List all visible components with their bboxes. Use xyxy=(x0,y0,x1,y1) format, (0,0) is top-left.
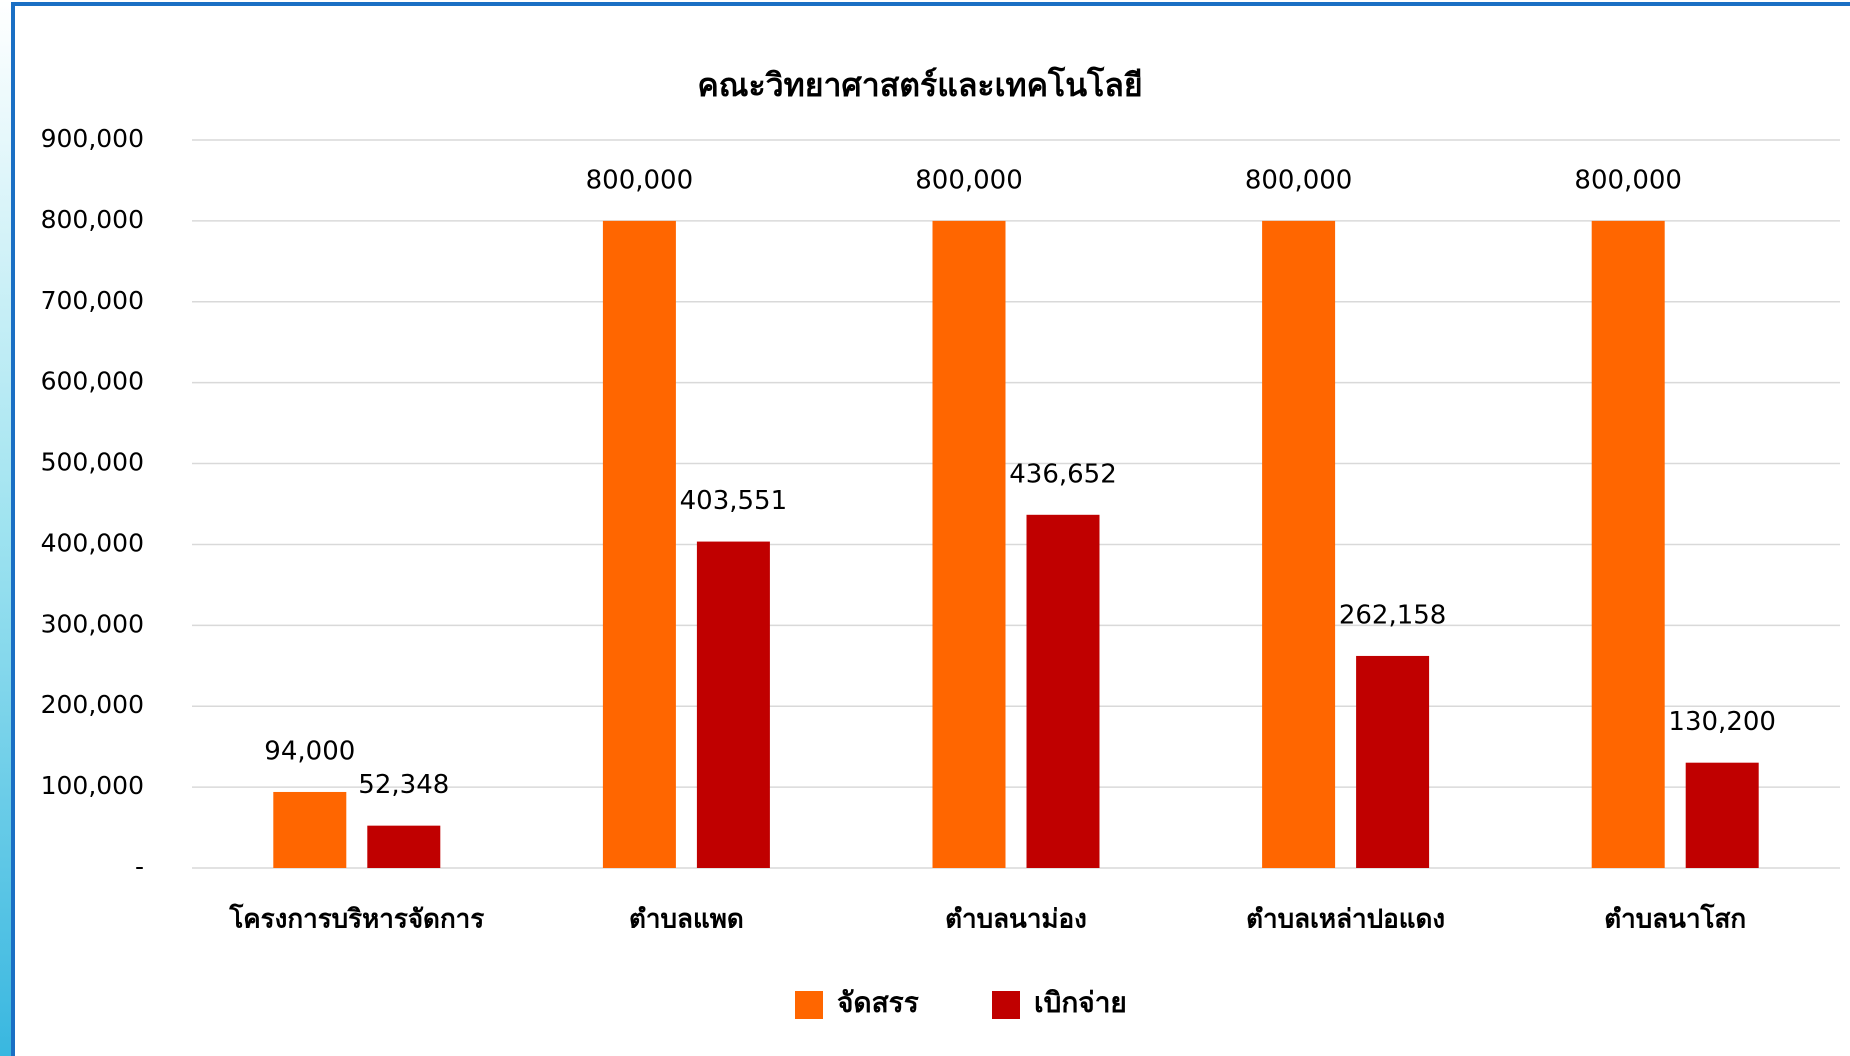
frame xyxy=(11,2,1850,1056)
y-tick-label: - xyxy=(135,852,144,881)
x-tick-label: ตำบลนาม่อง xyxy=(945,905,1087,935)
value-label: 262,158 xyxy=(1339,600,1447,630)
x-tick-label: ตำบลนาโสก xyxy=(1604,903,1746,935)
value-label: 94,000 xyxy=(264,736,355,766)
bar xyxy=(1262,220,1336,868)
y-tick-label: 900,000 xyxy=(41,124,144,153)
bar xyxy=(367,825,441,868)
value-label: 800,000 xyxy=(1245,165,1353,195)
y-tick-label: 600,000 xyxy=(41,367,144,396)
y-tick-label: 700,000 xyxy=(41,286,144,315)
bar xyxy=(1356,655,1430,868)
bar xyxy=(602,220,676,868)
bar xyxy=(1026,514,1100,868)
bar xyxy=(932,220,1006,868)
value-label: 130,200 xyxy=(1668,707,1776,737)
y-tick-label: 500,000 xyxy=(41,448,144,477)
legend-label: เบิกจ่าย xyxy=(1034,986,1127,1019)
y-tick-label: 400,000 xyxy=(41,528,144,557)
bar xyxy=(273,791,347,868)
value-label: 52,348 xyxy=(358,770,449,800)
value-label: 800,000 xyxy=(586,165,694,195)
value-label: 403,551 xyxy=(680,486,788,516)
value-label: 436,652 xyxy=(1009,459,1117,489)
side-strip xyxy=(0,0,12,1056)
y-tick-label: 200,000 xyxy=(41,690,144,719)
x-tick-label: ตำบลเหล่าปอแดง xyxy=(1246,905,1445,935)
bar xyxy=(696,541,770,868)
y-tick-label: 800,000 xyxy=(41,205,144,234)
bar xyxy=(1685,762,1759,868)
y-tick-label: 100,000 xyxy=(41,771,144,800)
bar xyxy=(1591,220,1665,868)
legend-swatch xyxy=(795,991,823,1019)
chart-title: คณะวิทยาศาสตร์และเทคโนโลยี xyxy=(697,66,1142,104)
legend-swatch xyxy=(992,991,1020,1019)
x-tick-label: ตำบลแพด xyxy=(629,905,744,935)
x-tick-label: โครงการบริหารจัดการ xyxy=(228,903,484,935)
value-label: 800,000 xyxy=(1574,165,1682,195)
y-tick-label: 300,000 xyxy=(41,609,144,638)
legend-label: จัดสรร xyxy=(837,986,919,1019)
value-label: 800,000 xyxy=(915,165,1023,195)
